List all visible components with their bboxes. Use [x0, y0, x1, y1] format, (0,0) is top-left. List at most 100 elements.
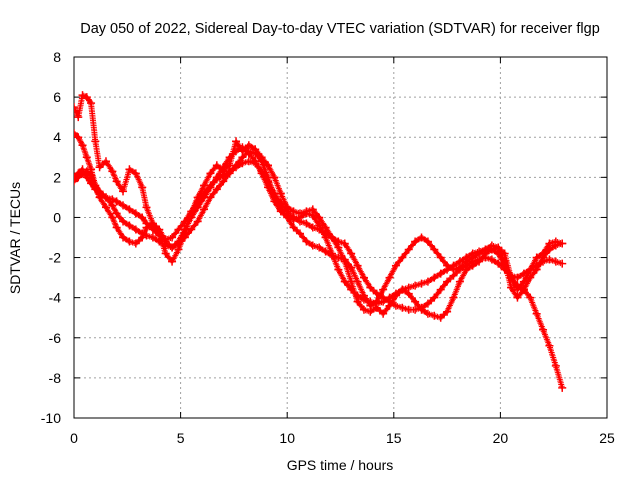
data-point [398, 285, 407, 294]
data-point [423, 309, 432, 318]
data-point [551, 241, 560, 250]
data-point [174, 239, 183, 248]
data-point [251, 159, 260, 168]
data-point [264, 161, 273, 170]
plot-frame [73, 56, 608, 419]
data-point [398, 253, 407, 262]
data-point [148, 233, 157, 242]
x-tick-label: 5 [177, 430, 185, 446]
x-tick-labels: 0 5 10 15 20 25 [70, 430, 615, 446]
data-point [161, 249, 170, 258]
data-point [430, 273, 439, 282]
data-point [212, 161, 221, 170]
data-point [411, 281, 420, 290]
series-markers [74, 92, 564, 321]
data-point [264, 177, 273, 186]
x-tick-label: 15 [386, 430, 402, 446]
data-point [545, 255, 554, 264]
data-point [443, 265, 452, 274]
data-point [462, 261, 471, 270]
data-point [545, 341, 554, 350]
y-tick-labels: -10 -8 -6 -4 -2 0 2 4 6 8 [41, 49, 61, 426]
data-point [276, 199, 285, 208]
data-point [125, 165, 134, 174]
data-point [108, 213, 117, 222]
data-point [449, 271, 458, 280]
data-point [289, 213, 298, 222]
data-point [78, 165, 87, 174]
data-point [551, 361, 560, 370]
data-point [539, 257, 548, 266]
data-point [404, 283, 413, 292]
data-point [411, 305, 420, 314]
data-point [423, 299, 432, 308]
data-point [91, 137, 100, 146]
data-point [449, 293, 458, 302]
data-point [411, 237, 420, 246]
data-point [74, 103, 78, 112]
data-point [289, 223, 298, 232]
data-point [302, 219, 311, 228]
x-tick-label: 25 [599, 430, 615, 446]
series-layer [74, 91, 567, 392]
data-point [206, 181, 215, 190]
data-point [526, 265, 535, 274]
data-point [404, 245, 413, 254]
data-point [112, 209, 121, 218]
data-point [138, 183, 147, 192]
data-point [138, 213, 147, 222]
data-point [481, 253, 490, 262]
y-tick-label: 6 [53, 89, 61, 105]
data-point [487, 255, 496, 264]
data-point [539, 325, 548, 334]
data-point [494, 249, 503, 258]
x-tick-label: 10 [279, 430, 295, 446]
data-point [187, 225, 196, 234]
chart-title: Day 050 of 2022, Sidereal Day-to-day VTE… [80, 21, 600, 37]
data-point [87, 179, 96, 188]
data-point [101, 193, 110, 202]
data-point [551, 257, 560, 266]
data-point [168, 233, 177, 242]
data-point [340, 255, 349, 264]
data-point [340, 239, 349, 248]
data-point [379, 293, 388, 302]
data-point [519, 269, 528, 278]
data-point [302, 237, 311, 246]
data-point [95, 163, 104, 172]
data-point [101, 203, 110, 212]
series-1 [74, 91, 567, 322]
data-point [142, 231, 151, 240]
data-point [315, 213, 324, 222]
data-point [315, 225, 324, 234]
data-point [257, 157, 266, 166]
data-point [174, 225, 183, 234]
data-point [212, 175, 221, 184]
data-point [232, 137, 241, 146]
data-point [125, 205, 134, 214]
y-tick-label: -10 [41, 410, 61, 426]
data-point [101, 157, 110, 166]
data-point [193, 197, 202, 206]
data-point [462, 253, 471, 262]
data-point [225, 153, 234, 162]
data-point [119, 217, 128, 226]
data-point [131, 225, 140, 234]
data-point [315, 243, 324, 252]
y-axis-label: SDTVAR / TECUs [7, 182, 23, 294]
data-point [244, 147, 253, 156]
data-point [161, 235, 170, 244]
series-markers [74, 158, 564, 313]
data-point [82, 93, 91, 102]
data-point [74, 173, 78, 182]
data-point [238, 159, 247, 168]
data-point [507, 271, 516, 280]
data-point [168, 243, 177, 252]
data-point [82, 153, 91, 162]
data-point [327, 233, 336, 242]
data-point [391, 289, 400, 298]
data-point [366, 297, 375, 306]
data-point [545, 245, 554, 254]
data-point [119, 201, 128, 210]
